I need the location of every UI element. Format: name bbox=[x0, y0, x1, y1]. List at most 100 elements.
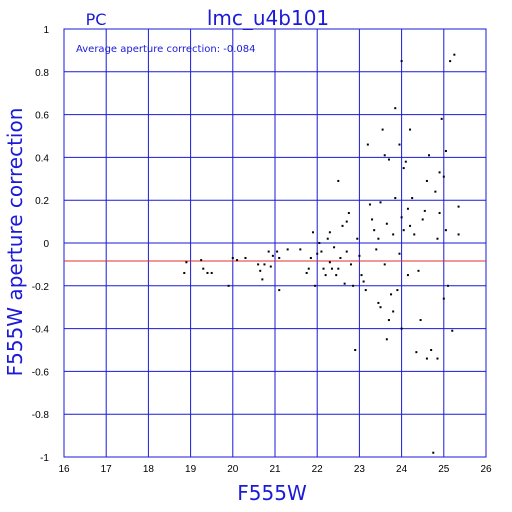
data-point bbox=[383, 154, 386, 157]
grid-lines bbox=[63, 28, 487, 458]
y-axis-label: F555W aperture correction bbox=[3, 108, 27, 377]
data-point bbox=[394, 197, 397, 200]
data-point bbox=[343, 282, 346, 285]
chart-title: lmc_u4b101 bbox=[207, 6, 329, 30]
data-point bbox=[409, 128, 412, 131]
data-point bbox=[326, 237, 329, 240]
data-point bbox=[354, 349, 357, 351]
y-tick-label: 0.6 bbox=[35, 111, 49, 122]
x-tick-label: 17 bbox=[101, 464, 113, 475]
data-point bbox=[278, 289, 281, 292]
data-point bbox=[444, 149, 447, 152]
data-point bbox=[400, 216, 403, 219]
data-point bbox=[324, 274, 327, 277]
data-point bbox=[371, 218, 374, 221]
x-tick-label: 22 bbox=[312, 464, 324, 475]
data-point bbox=[387, 319, 390, 322]
data-point bbox=[341, 224, 344, 227]
data-point bbox=[447, 284, 450, 287]
data-point bbox=[333, 246, 336, 249]
average-correction-annotation: Average aperture correction: -0.084 bbox=[76, 44, 256, 55]
data-point bbox=[307, 267, 310, 270]
plot-frame bbox=[63, 28, 487, 458]
data-point bbox=[345, 250, 348, 253]
data-point bbox=[352, 284, 355, 287]
x-tick-label: 19 bbox=[185, 464, 197, 475]
y-tick-label: 0.2 bbox=[35, 196, 49, 207]
data-point bbox=[210, 271, 213, 274]
data-point bbox=[227, 284, 230, 287]
data-point bbox=[259, 269, 262, 272]
data-point bbox=[385, 338, 388, 341]
data-point bbox=[257, 263, 260, 266]
data-point bbox=[404, 160, 407, 163]
x-tick-label: 18 bbox=[143, 464, 155, 475]
x-tick-label: 24 bbox=[396, 464, 408, 475]
data-point bbox=[409, 224, 412, 227]
x-tick-label: 20 bbox=[227, 464, 239, 475]
x-axis-label: F555W bbox=[237, 481, 307, 505]
data-point bbox=[383, 263, 386, 266]
y-tick-label: 0 bbox=[43, 239, 49, 250]
data-point bbox=[364, 289, 367, 292]
data-point bbox=[202, 267, 205, 270]
data-point bbox=[392, 310, 395, 313]
x-tick-label: 23 bbox=[354, 464, 366, 475]
data-point bbox=[400, 327, 403, 330]
data-point bbox=[419, 319, 422, 322]
data-point bbox=[320, 250, 323, 253]
data-point bbox=[269, 265, 272, 268]
data-point bbox=[263, 263, 266, 266]
data-point bbox=[428, 154, 431, 157]
data-point bbox=[449, 60, 452, 63]
data-point bbox=[328, 231, 331, 234]
data-point bbox=[360, 274, 363, 277]
y-tick-label: -0.2 bbox=[32, 282, 50, 293]
data-point bbox=[434, 190, 437, 193]
data-point bbox=[375, 248, 378, 251]
x-tick-label: 25 bbox=[438, 464, 450, 475]
data-point bbox=[267, 250, 270, 253]
data-point bbox=[322, 267, 325, 270]
data-point bbox=[394, 107, 397, 110]
data-points bbox=[183, 53, 460, 454]
data-point bbox=[400, 60, 403, 63]
data-point bbox=[444, 229, 447, 232]
data-point bbox=[244, 256, 247, 259]
y-tick-label: -0.4 bbox=[32, 325, 50, 336]
data-point bbox=[231, 256, 234, 259]
data-point bbox=[356, 237, 359, 240]
data-point bbox=[362, 280, 365, 283]
data-point bbox=[432, 451, 435, 454]
y-tick-labels: 1 0.8 0.6 0.4 0.2 0 -0.2 -0.4 -0.6 -0.8 -1 bbox=[32, 25, 50, 464]
data-point bbox=[345, 220, 348, 223]
data-point bbox=[453, 53, 456, 56]
data-point bbox=[373, 229, 376, 232]
data-point bbox=[309, 256, 312, 259]
data-point bbox=[183, 271, 186, 274]
data-point bbox=[398, 252, 401, 255]
y-tick-label: -1 bbox=[40, 453, 49, 464]
data-point bbox=[335, 274, 338, 277]
data-point bbox=[385, 222, 388, 225]
data-point bbox=[206, 271, 209, 274]
data-point bbox=[440, 117, 443, 120]
y-tick-label: 0.4 bbox=[35, 153, 49, 164]
data-point bbox=[411, 197, 414, 200]
data-point bbox=[316, 252, 319, 255]
data-point bbox=[368, 203, 371, 206]
data-point bbox=[366, 143, 369, 146]
data-point bbox=[261, 278, 264, 281]
x-tick-label: 16 bbox=[58, 464, 70, 475]
y-tick-label: 0.8 bbox=[35, 68, 49, 79]
data-point bbox=[286, 248, 289, 251]
data-point bbox=[402, 167, 405, 170]
data-point bbox=[438, 212, 441, 215]
data-point bbox=[425, 357, 428, 360]
y-tick-label: 1 bbox=[43, 25, 49, 36]
data-point bbox=[379, 201, 382, 204]
data-point bbox=[406, 274, 409, 277]
data-point bbox=[436, 237, 439, 240]
data-point bbox=[337, 179, 340, 182]
